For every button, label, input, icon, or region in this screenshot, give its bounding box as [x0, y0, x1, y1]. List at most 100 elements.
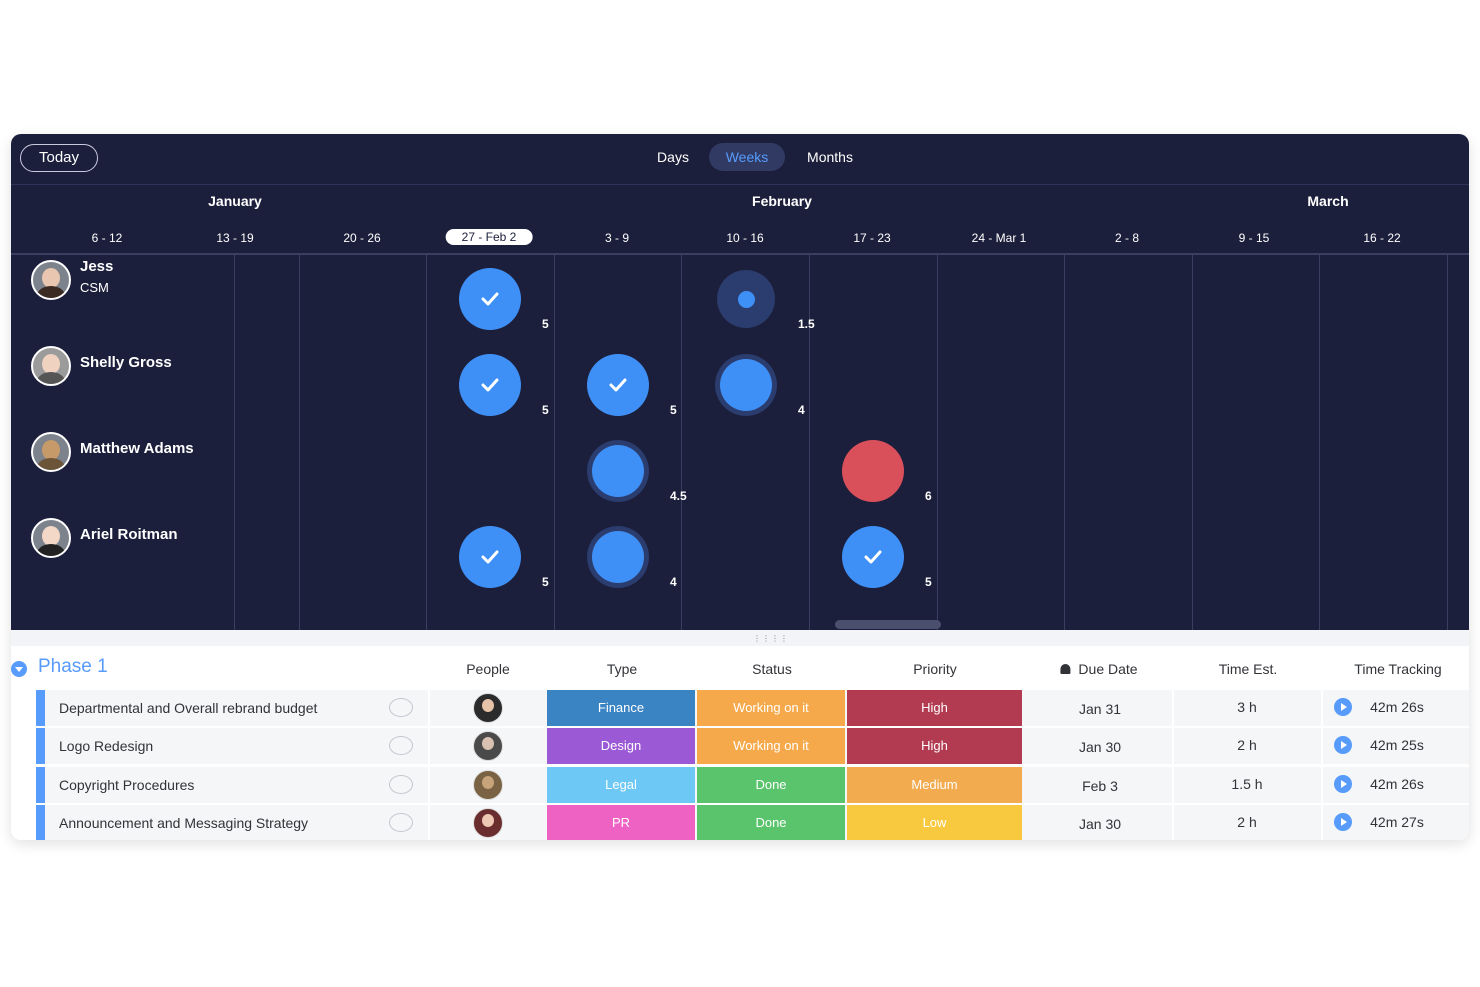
workload-bubble-partial[interactable] — [720, 359, 772, 411]
status-label[interactable]: Done — [697, 805, 845, 840]
status-label[interactable]: Working on it — [697, 690, 845, 726]
priority-label[interactable]: Low — [847, 805, 1022, 840]
priority-label[interactable]: Medium — [847, 767, 1022, 803]
column-header-priority[interactable]: Priority — [913, 661, 957, 677]
week-label: 10 - 16 — [726, 231, 764, 245]
task-table: Phase 1 People Type Status Priority Due … — [11, 646, 1469, 840]
priority-label[interactable]: High — [847, 690, 1022, 726]
workload-board: Today Days Weeks Months January February… — [11, 134, 1469, 840]
collapse-group-icon[interactable] — [11, 661, 27, 677]
status-label[interactable]: Working on it — [697, 728, 845, 764]
month-label: January — [208, 193, 262, 209]
tab-days[interactable]: Days — [657, 149, 689, 165]
column-header-time-tracking[interactable]: Time Tracking — [1354, 661, 1442, 677]
avatar[interactable] — [31, 518, 71, 558]
comment-bubble-icon[interactable] — [389, 813, 413, 832]
assignee-avatar[interactable] — [473, 731, 503, 761]
time-estimate[interactable]: 1.5 h — [1231, 776, 1263, 792]
cell-separator — [1321, 767, 1323, 803]
cell-separator — [428, 728, 430, 764]
due-date[interactable]: Feb 3 — [1082, 778, 1118, 794]
group-title[interactable]: Phase 1 — [38, 656, 108, 677]
column-header-type[interactable]: Type — [606, 661, 638, 677]
avatar[interactable] — [31, 260, 71, 300]
workload-bubble-done[interactable] — [842, 526, 904, 588]
due-date[interactable]: Jan 30 — [1078, 816, 1122, 832]
time-tracked: 42m 26s — [1370, 699, 1424, 715]
resize-divider[interactable] — [11, 630, 1469, 646]
drag-handle-icon[interactable]: ⋮⋮⋮⋮ — [753, 634, 789, 643]
workload-bubble-done[interactable] — [459, 354, 521, 416]
time-estimate[interactable]: 2 h — [1237, 814, 1257, 830]
check-icon — [481, 378, 499, 392]
workload-bubble-small[interactable] — [717, 270, 775, 328]
column-header-people[interactable]: People — [466, 661, 510, 677]
tab-months[interactable]: Months — [807, 149, 853, 165]
time-estimate[interactable]: 3 h — [1237, 699, 1257, 715]
tab-weeks[interactable]: Weeks — [709, 143, 785, 171]
workload-bubble-partial[interactable] — [592, 445, 644, 497]
item-name[interactable]: Announcement and Messaging Strategy — [59, 815, 309, 831]
week-label: 17 - 23 — [853, 231, 891, 245]
workload-bubble-over[interactable] — [842, 440, 904, 502]
grid-top-line — [11, 253, 1469, 255]
type-label[interactable]: PR — [547, 805, 695, 840]
assignee-avatar[interactable] — [473, 770, 503, 800]
person-name: Ariel Roitman — [80, 526, 178, 543]
table-row[interactable]: Logo Redesign Design Working on it High Jan … — [36, 728, 1469, 764]
item-name[interactable]: Departmental and Overall rebrand budget — [59, 700, 318, 716]
priority-label[interactable]: High — [847, 728, 1022, 764]
workload-bubble-partial[interactable] — [592, 531, 644, 583]
type-label[interactable]: Legal — [547, 767, 695, 803]
column-header-status[interactable]: Status — [752, 661, 792, 677]
assignee-avatar[interactable] — [473, 693, 503, 723]
item-name[interactable]: Logo Redesign — [59, 738, 154, 754]
cell-separator — [1321, 690, 1323, 726]
check-icon — [864, 550, 882, 564]
workload-hours: 5 — [670, 403, 677, 417]
table-row[interactable]: Copyright Procedures Legal Done Medium Feb 3… — [36, 767, 1469, 803]
horizontal-scrollbar[interactable] — [835, 620, 941, 629]
check-icon — [481, 550, 499, 564]
play-timer-icon[interactable] — [1334, 813, 1352, 831]
play-timer-icon[interactable] — [1334, 775, 1352, 793]
type-label[interactable]: Finance — [547, 690, 695, 726]
avatar[interactable] — [31, 346, 71, 386]
item-name[interactable]: Copyright Procedures — [59, 777, 195, 793]
person-role: CSM — [80, 280, 109, 295]
week-label: 2 - 8 — [1114, 231, 1140, 245]
status-label[interactable]: Done — [697, 767, 845, 803]
cell-separator — [1321, 805, 1323, 840]
workload-bubble-done[interactable] — [587, 354, 649, 416]
time-estimate[interactable]: 2 h — [1237, 737, 1257, 753]
comment-bubble-icon[interactable] — [389, 736, 413, 755]
table-row[interactable]: Departmental and Overall rebrand budget F… — [36, 690, 1469, 726]
column-header-time-est[interactable]: Time Est. — [1218, 661, 1278, 677]
comment-bubble-icon[interactable] — [389, 775, 413, 794]
workload-hours: 5 — [542, 317, 549, 331]
due-date[interactable]: Jan 31 — [1078, 701, 1122, 717]
today-button[interactable]: Today — [20, 144, 98, 172]
assignee-avatar[interactable] — [473, 808, 503, 838]
due-date[interactable]: Jan 30 — [1078, 739, 1122, 755]
play-timer-icon[interactable] — [1334, 736, 1352, 754]
cell-separator — [1172, 728, 1174, 764]
workload-bubble-done[interactable] — [459, 526, 521, 588]
person-name: Matthew Adams — [80, 440, 194, 457]
play-timer-icon[interactable] — [1334, 698, 1352, 716]
table-row[interactable]: Announcement and Messaging Strategy PR Don… — [36, 805, 1469, 840]
week-label: 20 - 26 — [343, 231, 381, 245]
week-label: 16 - 22 — [1363, 231, 1401, 245]
workload-hours: 5 — [542, 403, 549, 417]
cell-separator — [1172, 767, 1174, 803]
column-header-due-date[interactable]: Due Date — [1060, 661, 1138, 677]
cell-separator — [428, 767, 430, 803]
month-label: February — [752, 193, 812, 209]
type-label[interactable]: Design — [547, 728, 695, 764]
cell-separator — [1172, 805, 1174, 840]
cell-separator — [1172, 690, 1174, 726]
workload-bubble-done[interactable] — [459, 268, 521, 330]
comment-bubble-icon[interactable] — [389, 698, 413, 717]
avatar[interactable] — [31, 432, 71, 472]
workload-hours: 4.5 — [670, 489, 687, 503]
